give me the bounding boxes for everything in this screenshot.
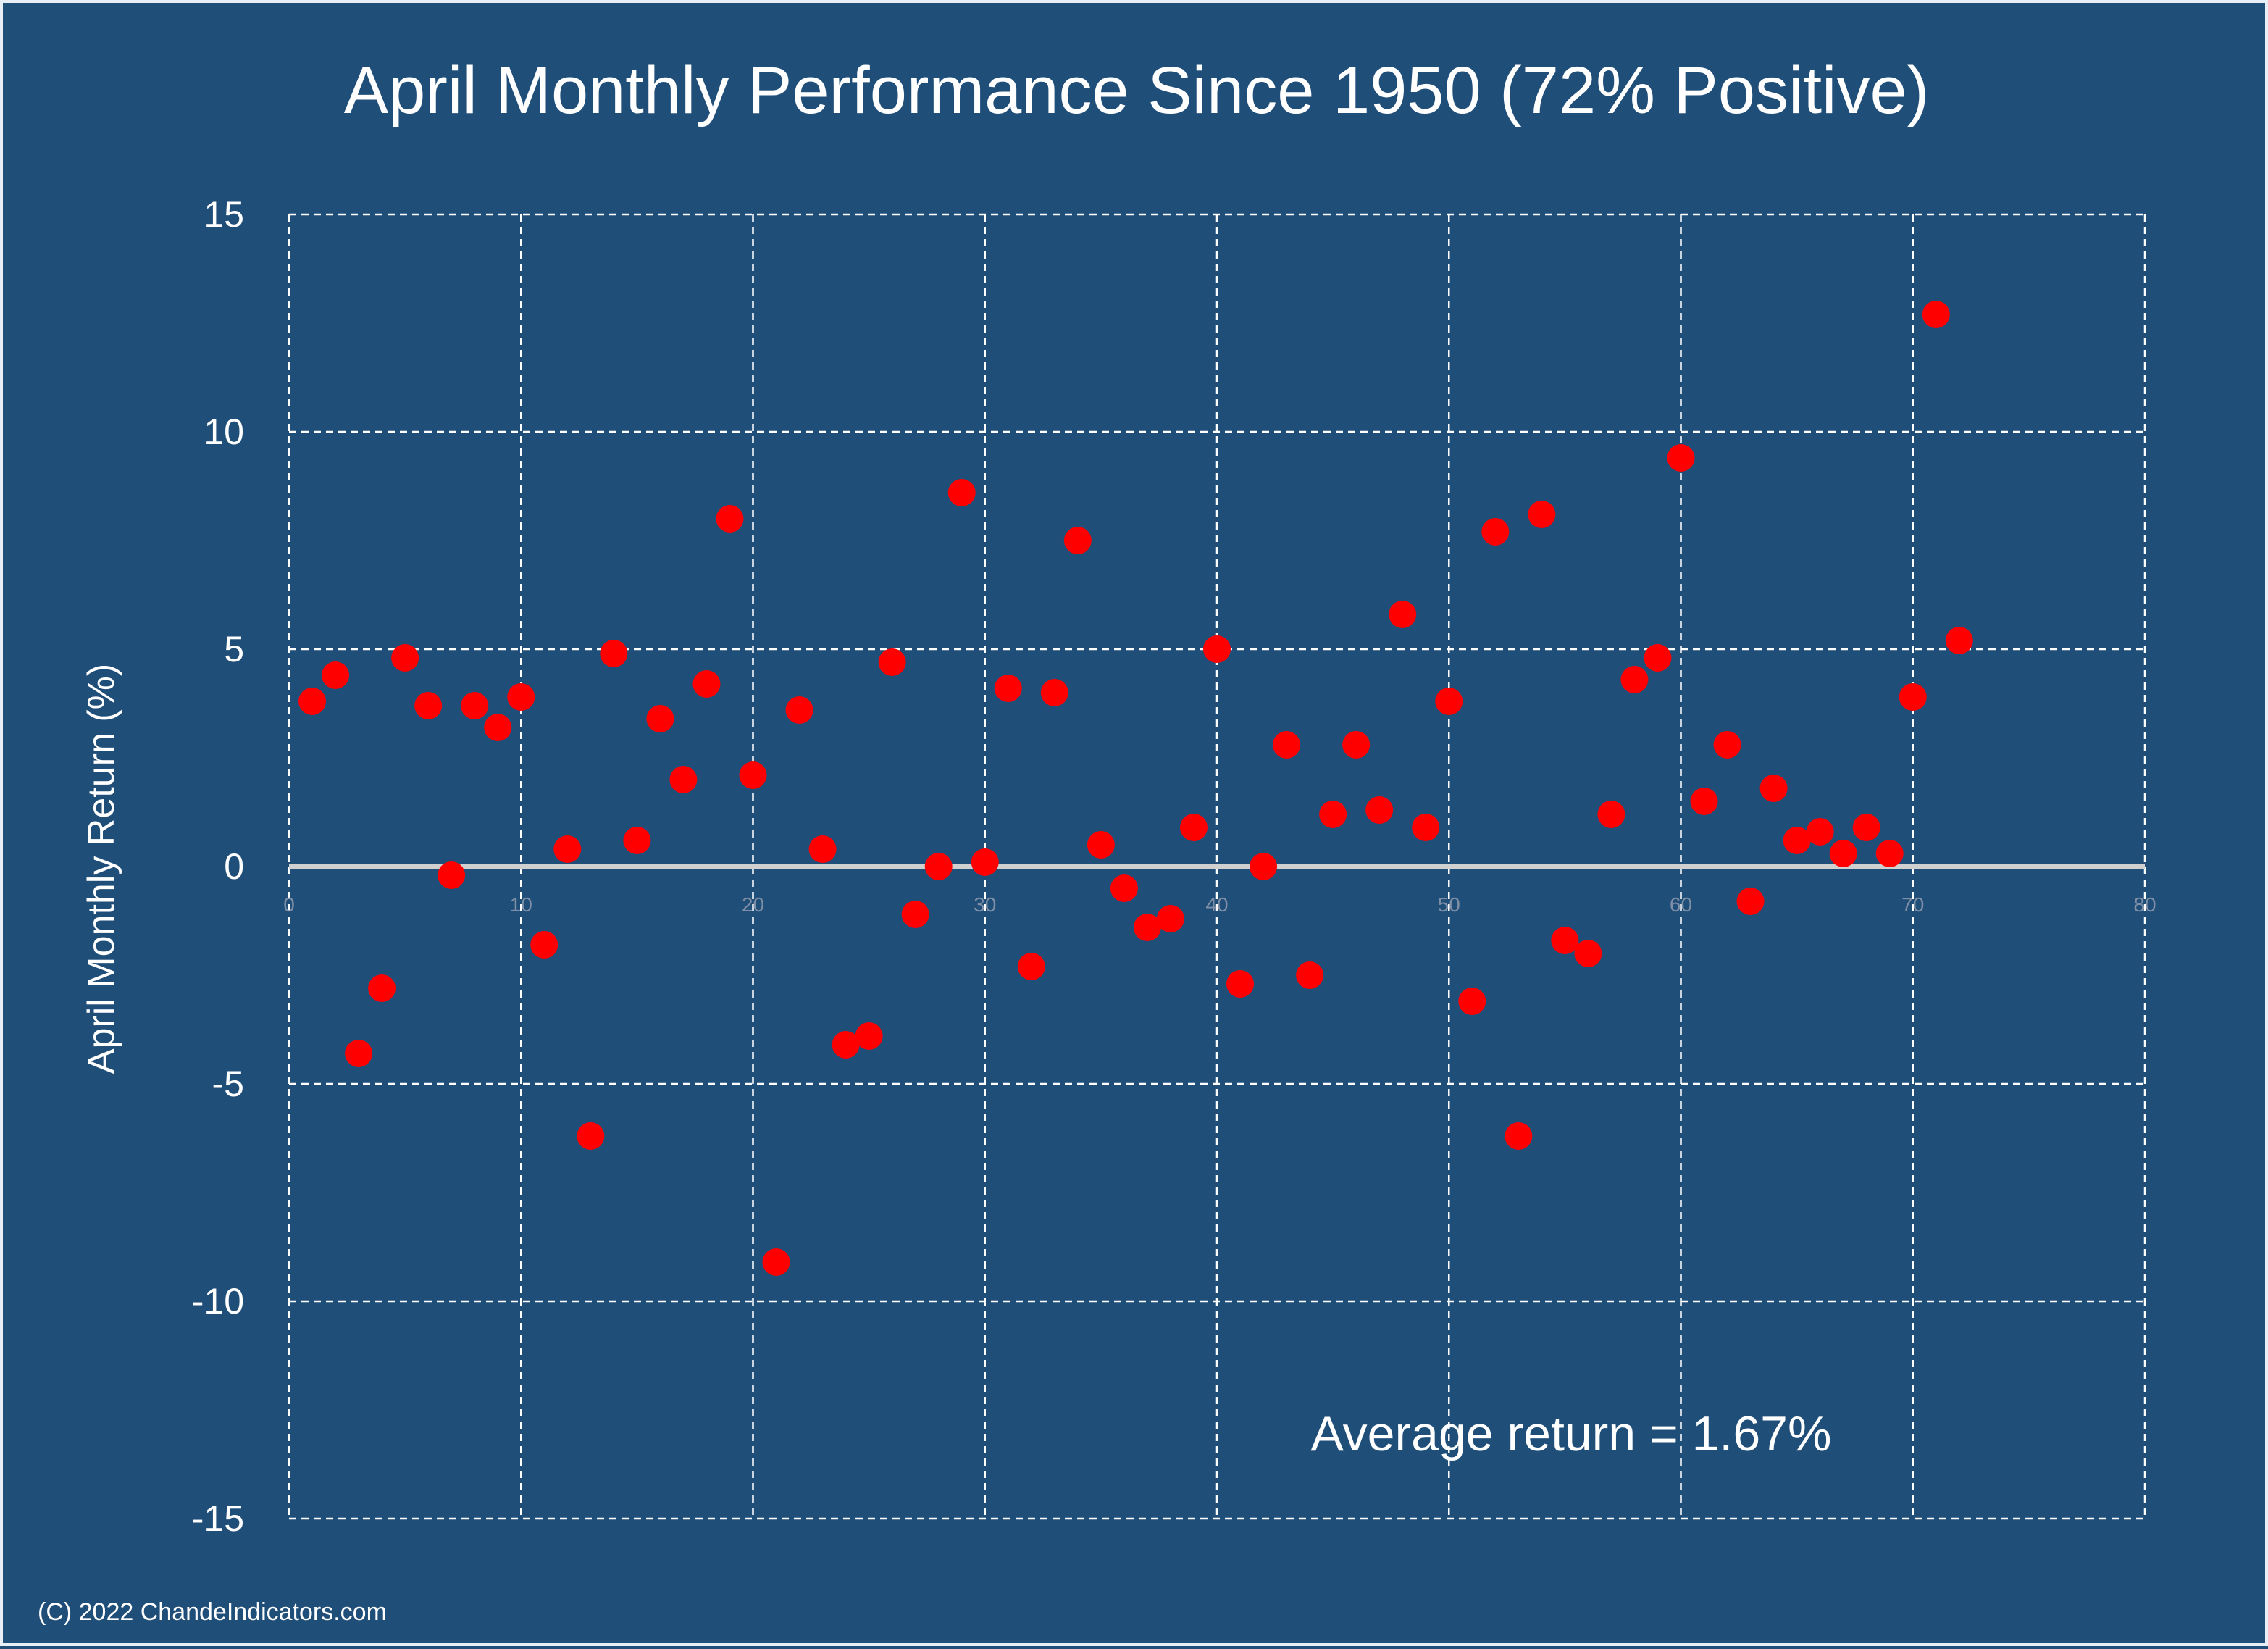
x-tick-label: 40 xyxy=(1205,893,1228,916)
data-point xyxy=(947,479,976,506)
x-tick-label: 20 xyxy=(742,893,764,916)
data-point xyxy=(1922,301,1950,328)
data-point xyxy=(600,640,628,667)
data-point xyxy=(1852,814,1880,841)
y-tick-label: 0 xyxy=(224,846,244,887)
data-point xyxy=(1063,527,1092,554)
data-point xyxy=(1574,940,1602,967)
data-point xyxy=(971,848,999,876)
data-point xyxy=(1389,601,1417,628)
data-point xyxy=(484,714,512,741)
data-point xyxy=(1412,814,1440,841)
data-point xyxy=(1736,888,1765,915)
data-point xyxy=(1945,627,1973,654)
data-point xyxy=(1203,635,1231,663)
data-point xyxy=(1759,775,1788,802)
data-point xyxy=(1620,666,1649,693)
data-point xyxy=(1597,801,1625,828)
data-point xyxy=(901,901,929,928)
data-point xyxy=(762,1248,790,1276)
x-tick-label: 30 xyxy=(974,893,996,916)
data-point xyxy=(1250,853,1278,880)
data-point xyxy=(1435,688,1463,715)
x-tick-label: 50 xyxy=(1438,893,1460,916)
data-point xyxy=(368,974,396,1002)
data-point xyxy=(994,675,1022,702)
data-point xyxy=(1110,874,1138,902)
data-point xyxy=(1365,796,1394,824)
data-point xyxy=(1040,679,1068,706)
y-tick-label: 10 xyxy=(204,412,244,452)
data-point xyxy=(669,766,698,793)
x-axis-ticks: 0 10 20 30 40 50 60 70 80 xyxy=(283,893,2156,916)
data-point xyxy=(855,1022,883,1050)
chart-title: April Monthly Performance Since 1950 (72… xyxy=(344,54,1930,128)
data-point xyxy=(1690,788,1718,815)
data-point xyxy=(716,505,744,533)
y-tick-label: -5 xyxy=(212,1064,244,1104)
data-point xyxy=(1273,731,1301,759)
data-point xyxy=(1319,801,1347,828)
data-point xyxy=(1644,644,1672,672)
data-point xyxy=(924,853,953,880)
average-return-annotation: Average return = 1.67% xyxy=(1311,1406,1832,1461)
x-tick-label: 80 xyxy=(2133,893,2156,916)
data-point xyxy=(391,644,419,672)
data-point xyxy=(1667,444,1695,472)
data-point xyxy=(785,696,813,724)
data-point xyxy=(832,1031,860,1059)
data-point xyxy=(1133,914,1161,941)
x-tick-label: 10 xyxy=(510,893,532,916)
data-point xyxy=(1017,953,1045,980)
data-point xyxy=(1899,683,1927,711)
y-tick-label: -15 xyxy=(192,1498,244,1539)
data-point xyxy=(1829,840,1857,867)
data-point xyxy=(461,692,489,719)
data-point xyxy=(692,670,721,698)
data-point xyxy=(1875,840,1904,867)
copyright-notice: (C) 2022 ChandeIndicators.com xyxy=(38,1598,387,1626)
data-point xyxy=(298,688,327,715)
data-point xyxy=(1296,961,1324,989)
data-point xyxy=(414,692,443,719)
data-point xyxy=(553,835,582,863)
x-tick-label: 70 xyxy=(1901,893,1924,916)
data-point xyxy=(808,835,837,863)
data-point xyxy=(1783,827,1811,854)
grid-lines xyxy=(288,213,2146,1520)
data-point xyxy=(1226,970,1255,998)
data-point xyxy=(1458,988,1486,1015)
y-tick-label: 5 xyxy=(224,629,244,669)
data-point xyxy=(739,761,767,789)
data-point xyxy=(1505,1122,1533,1150)
data-point xyxy=(1806,818,1834,846)
data-point xyxy=(345,1040,373,1067)
y-axis-ticks: 15 10 5 0 -5 -10 -15 xyxy=(192,194,244,1539)
data-point xyxy=(577,1122,605,1150)
data-point xyxy=(646,705,674,732)
data-point xyxy=(1551,927,1579,954)
data-point xyxy=(322,661,350,689)
y-axis-label: April Monthly Return (%) xyxy=(80,664,122,1074)
scatter-chart: April Monthly Performance Since 1950 (72… xyxy=(38,54,2156,1626)
data-point xyxy=(1528,501,1556,528)
data-point xyxy=(507,683,535,711)
data-point xyxy=(1342,731,1371,759)
y-tick-label: -10 xyxy=(192,1281,244,1322)
data-points xyxy=(298,301,1973,1276)
data-point xyxy=(1481,518,1510,546)
data-point xyxy=(1087,831,1115,859)
data-point xyxy=(1156,905,1184,932)
y-tick-label: 15 xyxy=(204,194,244,235)
data-point xyxy=(530,931,558,959)
x-tick-label: 60 xyxy=(1670,893,1692,916)
data-point xyxy=(878,648,906,676)
data-point xyxy=(1713,731,1741,759)
data-point xyxy=(438,861,466,889)
data-point xyxy=(1179,814,1208,841)
data-point xyxy=(623,827,651,854)
x-tick-label: 0 xyxy=(283,893,295,916)
